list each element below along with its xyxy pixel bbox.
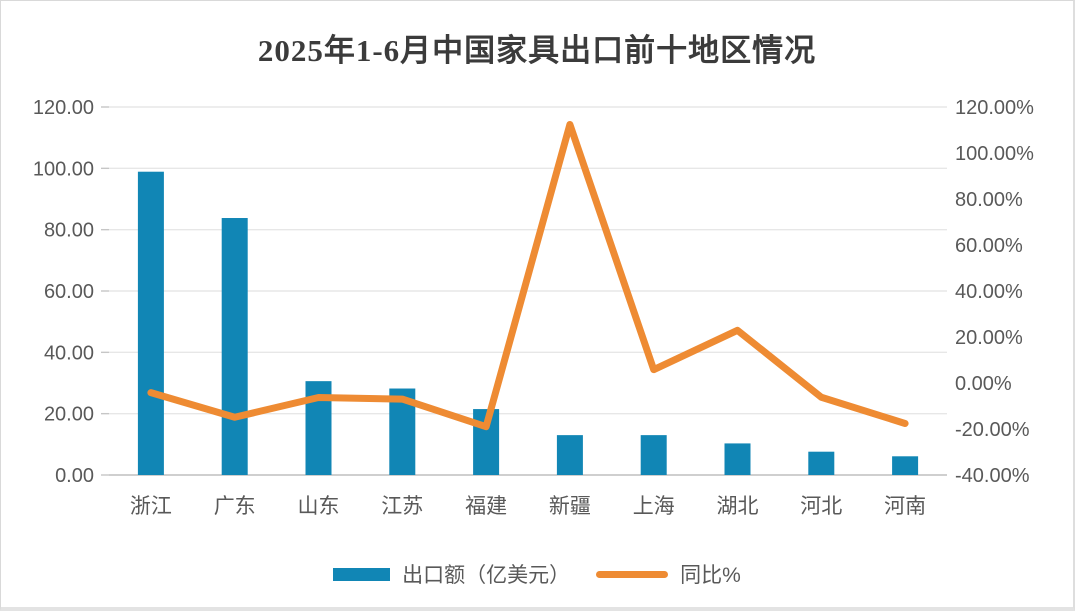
right-axis-tick-label: 20.00%	[955, 327, 1023, 349]
yoy-line-series	[147, 120, 909, 431]
bar-新疆	[556, 435, 583, 475]
bar-浙江	[137, 171, 164, 475]
category-label-湖北: 湖北	[717, 495, 759, 518]
category-label-新疆: 新疆	[549, 495, 591, 518]
right-axis-tick-label: -20.00%	[955, 419, 1030, 441]
left-axis-tick-label: 40.00	[44, 342, 94, 364]
category-label-山东: 山东	[298, 495, 340, 518]
bar-河南	[892, 456, 919, 475]
bar-河北	[808, 451, 835, 475]
legend-label-yoy: 同比%	[680, 564, 741, 587]
left-axis-tick-label: 120.00	[33, 97, 94, 119]
right-axis-tick-label: 80.00%	[955, 189, 1023, 211]
left-axis-tick-label: 100.00	[33, 158, 94, 180]
category-label-上海: 上海	[633, 495, 675, 518]
category-label-河北: 河北	[800, 495, 842, 518]
right-axis-tick-label: 60.00%	[955, 235, 1023, 257]
category-label-浙江: 浙江	[130, 495, 172, 518]
bar-广东	[221, 218, 248, 475]
left-axis-tick-label: 0.00	[55, 465, 94, 487]
right-axis-tick-label: -40.00%	[955, 465, 1030, 487]
category-label-福建: 福建	[465, 495, 507, 518]
right-axis-tick-label: 120.00%	[955, 97, 1034, 119]
legend-item-export: 出口额（亿美元）	[333, 559, 570, 589]
bar-swatch-icon	[333, 567, 391, 581]
left-axis-tick-label: 20.00	[44, 404, 94, 426]
left-axis-tick-label: 60.00	[44, 281, 94, 303]
bar-上海	[640, 435, 667, 475]
right-axis-tick-label: 100.00%	[955, 143, 1034, 165]
category-label-广东: 广东	[214, 495, 256, 518]
category-label-江苏: 江苏	[381, 495, 423, 518]
legend: 出口额（亿美元） 同比%	[1, 559, 1073, 589]
legend-item-yoy: 同比%	[596, 559, 741, 589]
left-axis-tick-label: 80.00	[44, 220, 94, 242]
chart-title: 2025年1-6月中国家具出口前十地区情况	[257, 33, 817, 68]
line-swatch-icon	[596, 570, 669, 578]
bar-湖北	[724, 443, 751, 475]
legend-label-export: 出口额（亿美元）	[402, 564, 571, 587]
category-label-河南: 河南	[884, 495, 926, 518]
right-axis-tick-label: 40.00%	[955, 281, 1023, 303]
right-axis-tick-label: 0.00%	[955, 373, 1012, 395]
combo-chart-plot: 120.00 100.00 80.00 60.00 40.00 20.00 0.00 120.…	[33, 97, 1034, 518]
